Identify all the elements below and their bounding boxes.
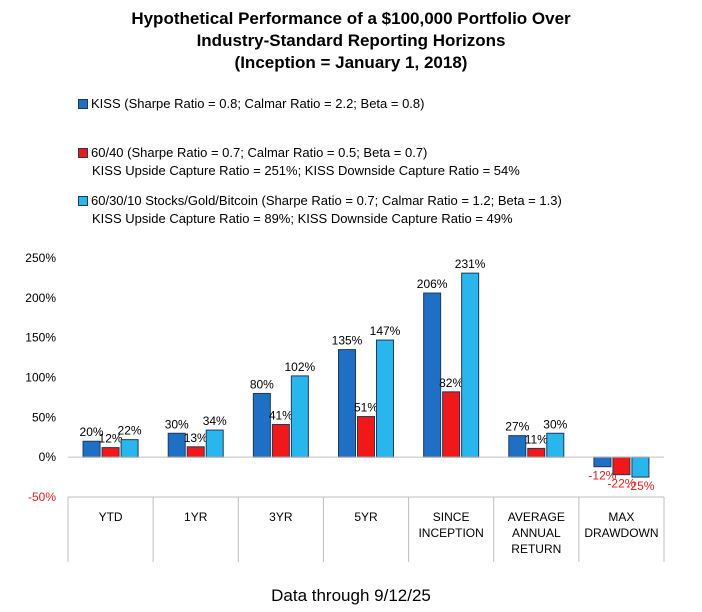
data-label: -22% — [607, 477, 635, 491]
x-category-label: RETURN — [511, 542, 561, 556]
y-tick-label: 50% — [32, 410, 56, 424]
bar — [376, 339, 394, 458]
bar — [527, 447, 546, 458]
x-category-label: 1YR — [184, 510, 208, 524]
bar — [252, 392, 271, 458]
bar — [612, 456, 631, 476]
data-label: -25% — [626, 479, 654, 493]
bar — [186, 446, 205, 458]
bar — [167, 432, 186, 458]
bar — [101, 447, 120, 458]
data-label: 80% — [250, 377, 274, 391]
data-label: 34% — [203, 414, 227, 428]
bar — [423, 292, 442, 458]
title-line: Industry-Standard Reporting Horizons — [196, 31, 506, 50]
x-category-label: INCEPTION — [418, 526, 483, 540]
bar — [271, 424, 290, 458]
legend-entry-60-40: 60/40 (Sharpe Ratio = 0.7; Calmar Ratio … — [78, 144, 520, 180]
data-label: 206% — [417, 277, 448, 291]
chart-title: Hypothetical Performance of a $100,000 P… — [0, 8, 702, 74]
bar — [631, 456, 650, 478]
legend-swatch-60-30-10 — [78, 196, 88, 206]
data-label: 51% — [354, 401, 378, 415]
y-tick-label: 250% — [25, 251, 56, 265]
data-label: 20% — [80, 425, 104, 439]
bar — [290, 375, 309, 458]
data-label: 82% — [439, 376, 463, 390]
footer-note: Data through 9/12/25 — [271, 586, 431, 605]
legend-entry-kiss: KISS (Sharpe Ratio = 0.8; Calmar Ratio =… — [78, 95, 424, 113]
data-label: 135% — [332, 334, 363, 348]
x-category-label: 5YR — [354, 510, 378, 524]
y-tick-label: 200% — [25, 291, 56, 305]
legend-label: KISS (Sharpe Ratio = 0.8; Calmar Ratio =… — [91, 96, 425, 111]
bar — [461, 272, 480, 458]
x-category-label: SINCE — [433, 510, 470, 524]
y-tick-label: 0% — [39, 450, 57, 464]
bar — [593, 456, 612, 468]
data-label: 30% — [165, 417, 189, 431]
y-tick-label: 150% — [25, 331, 56, 345]
legend-label: 60/30/10 Stocks/Gold/Bitcoin (Sharpe Rat… — [91, 193, 562, 208]
x-category-label: DRAWDOWN — [584, 526, 658, 540]
legend-swatch-60-40 — [78, 148, 88, 158]
title-line: Hypothetical Performance of a $100,000 P… — [131, 9, 571, 28]
data-label: 231% — [455, 257, 486, 271]
bar — [546, 432, 565, 458]
x-category-label: AVERAGE — [508, 510, 565, 524]
data-label: 11% — [525, 432, 548, 446]
bar — [442, 391, 461, 458]
legend-label: 60/40 (Sharpe Ratio = 0.7; Calmar Ratio … — [91, 145, 428, 160]
bar — [508, 435, 527, 458]
data-label: 147% — [370, 324, 401, 338]
y-tick-label: -50% — [28, 490, 56, 504]
legend-entry-60-30-10: 60/30/10 Stocks/Gold/Bitcoin (Sharpe Rat… — [78, 192, 562, 228]
data-label: 30% — [543, 417, 567, 431]
legend-sublabel: KISS Upside Capture Ratio = 251%; KISS D… — [92, 163, 520, 178]
bar — [120, 439, 139, 458]
data-label: 22% — [118, 424, 142, 438]
y-tick-label: 100% — [25, 371, 56, 385]
bar — [205, 429, 224, 458]
data-label: 27% — [505, 420, 529, 434]
data-label: 12% — [99, 432, 123, 446]
data-label: 102% — [285, 360, 316, 374]
data-label: 13% — [184, 431, 208, 445]
title-line: (Inception = January 1, 2018) — [234, 53, 468, 72]
bar — [357, 416, 375, 458]
bar — [82, 440, 101, 458]
legend-swatch-kiss — [78, 99, 88, 109]
x-category-label: ANNUAL — [512, 526, 561, 540]
x-category-label: YTD — [99, 510, 123, 524]
legend-sublabel: KISS Upside Capture Ratio = 89%; KISS Do… — [92, 211, 513, 226]
data-label: 41% — [269, 409, 293, 423]
x-category-label: MAX — [608, 510, 634, 524]
x-category-label: 3YR — [269, 510, 293, 524]
data-label: -12% — [588, 469, 616, 483]
bar — [338, 349, 356, 458]
